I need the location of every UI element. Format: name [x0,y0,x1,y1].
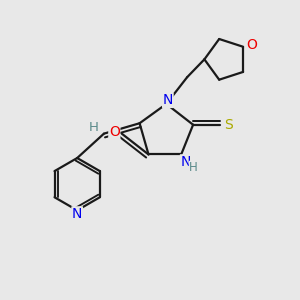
Text: O: O [246,38,257,52]
Text: S: S [224,118,233,132]
Text: N: N [181,155,191,169]
Text: O: O [109,125,120,139]
Text: N: N [163,93,173,107]
Text: N: N [72,207,83,221]
Text: H: H [189,161,198,174]
Text: H: H [88,121,98,134]
